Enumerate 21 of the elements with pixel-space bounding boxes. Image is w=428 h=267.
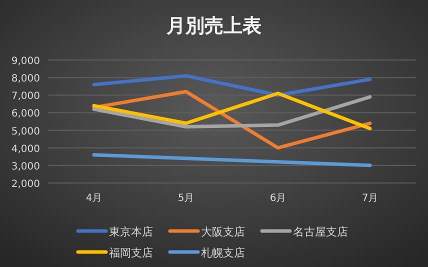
legend-label: 大阪支店	[201, 226, 245, 238]
y-tick-label: 7,000	[11, 91, 40, 102]
x-tick-label: 4月	[86, 193, 102, 204]
y-tick-label: 9,000	[11, 56, 40, 67]
x-tick-label: 7月	[362, 193, 378, 204]
y-tick-label: 6,000	[11, 108, 40, 120]
legend-label: 福岡支店	[109, 246, 153, 260]
y-tick-label: 5,000	[11, 126, 40, 138]
y-tick-label: 4,000	[11, 144, 40, 155]
line-series	[92, 90, 372, 150]
x-tick-label: 6月	[270, 193, 286, 204]
legend-label: 名古屋支店	[293, 226, 348, 238]
y-tick-label: 3,000	[11, 161, 40, 172]
chart-title: 月別売上表	[166, 15, 262, 37]
legend-label: 東京本店	[109, 226, 153, 238]
y-tick-label: 8,000	[11, 74, 40, 85]
line-series	[92, 74, 372, 97]
y-tick-label: 2,000	[11, 179, 40, 190]
x-tick-label: 5月	[178, 193, 194, 204]
legend-label: 札幌支店	[201, 246, 245, 260]
line-series	[92, 153, 372, 168]
